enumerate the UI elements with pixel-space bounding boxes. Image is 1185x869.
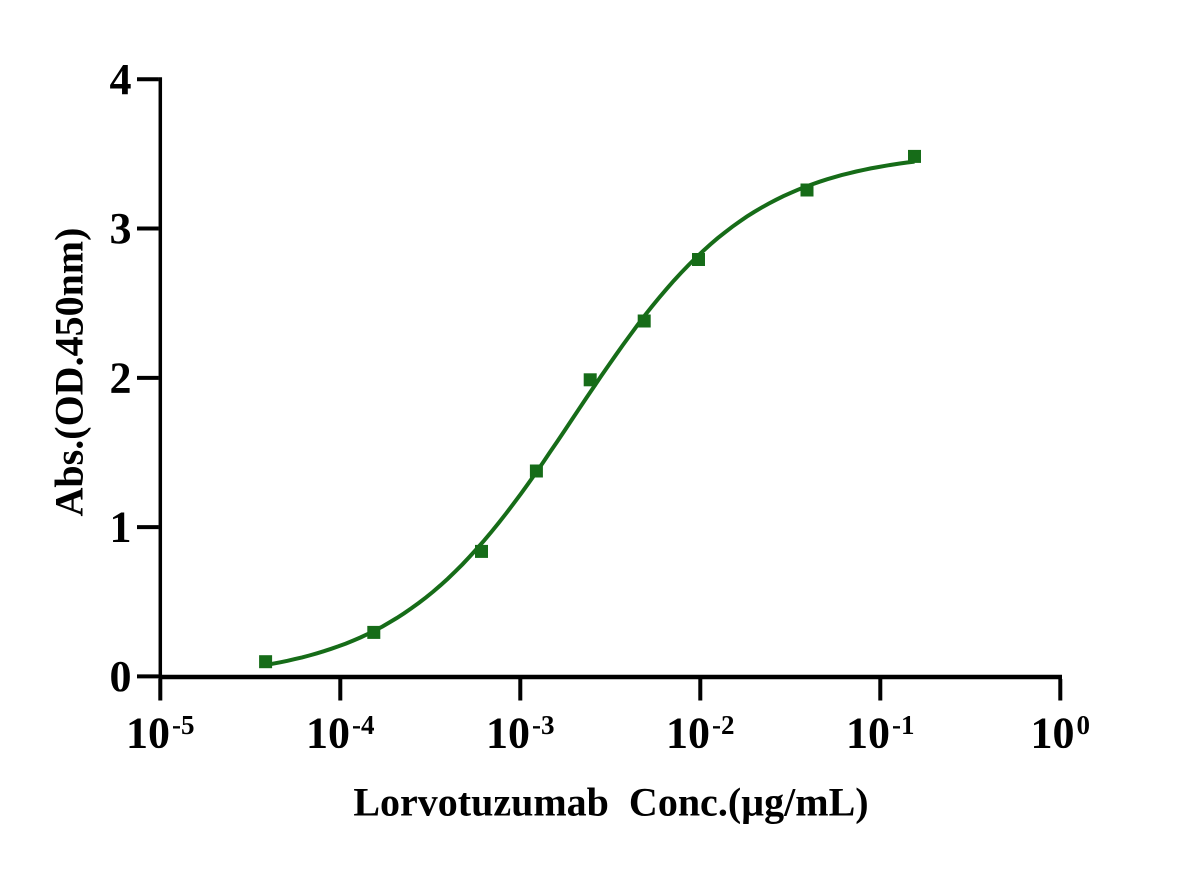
svg-text:1: 1: [110, 503, 132, 552]
svg-text:4: 4: [110, 55, 132, 104]
svg-text:Lorvotuzumab Conc.(µg/mL): Lorvotuzumab Conc.(µg/mL): [353, 780, 868, 825]
svg-text:Abs.(OD.450nm): Abs.(OD.450nm): [47, 228, 92, 517]
svg-text:3: 3: [110, 204, 132, 253]
svg-text:2: 2: [110, 353, 132, 402]
svg-text:0: 0: [110, 652, 132, 701]
